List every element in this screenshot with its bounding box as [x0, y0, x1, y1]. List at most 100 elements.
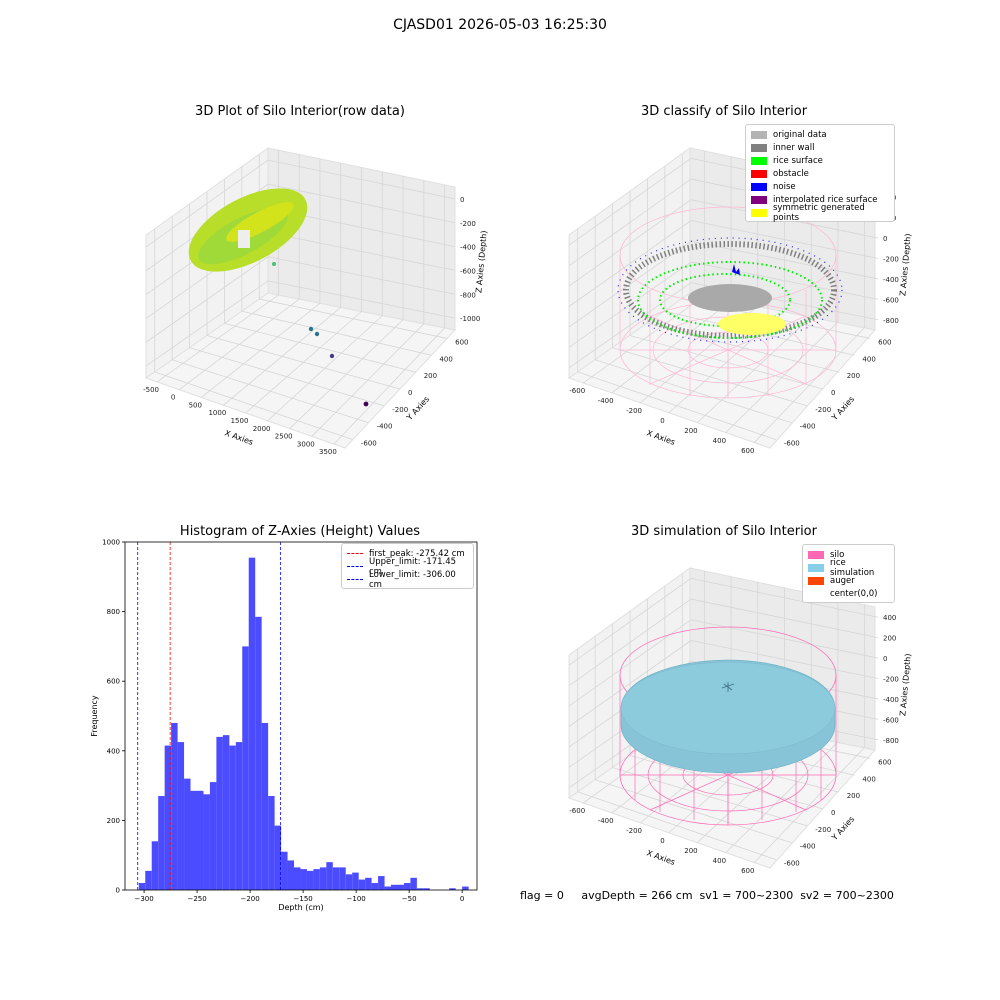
legend-entry: interpolated rice surface — [751, 193, 889, 206]
histogram-bar — [339, 867, 346, 890]
histogram-bar — [319, 867, 327, 890]
histogram-bar — [274, 825, 282, 890]
legend-label: symmetric generated points — [773, 202, 865, 223]
x-tick-label: −200 — [240, 895, 259, 903]
legend-swatch — [751, 169, 767, 178]
histogram-bars — [138, 557, 469, 890]
legend-entry: obstacle — [751, 167, 889, 180]
legend-entry: auger — [808, 574, 889, 587]
inner-wall-points — [623, 241, 837, 339]
histogram-ylabel: Frequency — [90, 695, 99, 737]
x-tick-label: 400 — [713, 437, 726, 445]
histogram-bar — [171, 722, 178, 890]
simulation-xlabel: X Axies — [645, 848, 676, 867]
x-tick-label: 600 — [741, 867, 754, 875]
histogram-bar — [313, 869, 320, 890]
y-tick-label: -400 — [800, 843, 816, 851]
y-tick-label: -400 — [800, 423, 816, 431]
histogram-bar — [352, 872, 359, 890]
histogram-bar — [378, 876, 385, 890]
x-tick-label: -200 — [626, 407, 642, 415]
y-tick-label: -200 — [815, 826, 831, 834]
z-tick-label: -200 — [883, 676, 899, 684]
noise-cluster — [732, 264, 740, 275]
y-tick-label: 1000 — [102, 539, 120, 547]
x-tick-label: 0 — [660, 417, 664, 425]
histogram-legend: first_peak: -275.42 cm Upper_limit: -171.… — [341, 543, 474, 590]
x-tick-label: 400 — [713, 857, 726, 865]
y-tick-label: 0 — [408, 389, 412, 397]
simulation-zlabel: Z Axies (Depth) — [898, 653, 912, 716]
z-tick-label: -600 — [883, 296, 899, 304]
histogram-frame — [124, 541, 478, 891]
histogram-bar — [300, 869, 307, 890]
y-tick-label: -200 — [815, 406, 831, 414]
legend-entry: inner wall — [751, 141, 889, 154]
x-tick-label: -500 — [143, 386, 159, 394]
z-tick-label: 400 — [883, 614, 896, 622]
x-tick-label: 3500 — [319, 448, 337, 456]
legend-swatch — [751, 143, 767, 152]
x-tick-label: −50 — [402, 895, 417, 903]
legend-swatch — [808, 563, 824, 572]
legend-label: interpolated rice surface — [773, 194, 878, 205]
histogram-bar — [145, 870, 152, 890]
symmetric-points — [718, 313, 786, 335]
y-tick-label: 400 — [107, 747, 120, 755]
simulation-legend: silo rice simulation auger center(0,0) — [802, 544, 895, 603]
classify-plot-title: 3D classify of Silo Interior — [640, 104, 808, 119]
x-tick-label: 2500 — [275, 433, 293, 441]
auger — [721, 682, 735, 692]
legend-entry: original data — [751, 128, 889, 141]
x-tick-label: 600 — [741, 447, 754, 455]
y-tick-label: -200 — [392, 406, 408, 414]
classify-legend: original data inner wall rice surface obsta… — [745, 124, 895, 223]
raw-plot-title: 3D Plot of Silo Interior(row data) — [195, 104, 405, 119]
legend-label: rice simulation — [830, 557, 875, 578]
x-tick-label: -400 — [598, 817, 614, 825]
histogram-bar — [177, 742, 185, 890]
legend-swatch — [347, 566, 363, 567]
histogram-reference-lines — [137, 542, 281, 890]
histogram-bar — [255, 616, 262, 890]
legend-entry: rice surface — [751, 154, 889, 167]
x-tick-label: 1000 — [208, 409, 226, 417]
y-tick-label: 0 — [831, 809, 835, 817]
histogram-bar — [261, 722, 269, 890]
y-tick-label: 400 — [439, 355, 452, 363]
legend-entry: center(0,0) — [808, 587, 889, 600]
y-tick-label: -600 — [784, 440, 800, 448]
rice-surface-points-outer — [637, 261, 823, 339]
legend-label: first_peak: -275.42 cm — [369, 548, 465, 559]
x-tick-label: 3000 — [297, 440, 315, 448]
histogram-bar — [184, 778, 191, 890]
histogram-bar — [242, 646, 249, 890]
y-tick-label: 200 — [847, 372, 860, 380]
x-tick-label: −300 — [134, 895, 153, 903]
legend-label: noise — [773, 181, 796, 192]
legend-swatch — [808, 589, 824, 598]
y-tick-label: 600 — [455, 338, 468, 346]
z-tick-label: 0 — [883, 235, 887, 243]
x-tick-label: -400 — [598, 397, 614, 405]
x-tick-label: -600 — [569, 807, 585, 815]
histogram-bar — [235, 742, 243, 890]
histogram-bar — [306, 870, 314, 890]
x-tick-label: −100 — [347, 895, 366, 903]
x-tick-label: 0 — [460, 895, 464, 903]
z-tick-label: -200 — [883, 256, 899, 264]
legend-label: auger — [830, 575, 855, 586]
x-tick-label: 200 — [684, 847, 697, 855]
y-tick-label: 600 — [878, 758, 891, 766]
histogram-title: Histogram of Z-Axies (Height) Values — [179, 524, 421, 539]
y-tick-label: 400 — [862, 355, 875, 363]
y-tick-label: 600 — [107, 678, 120, 686]
histogram-bar — [164, 745, 172, 890]
simulation-plot-title: 3D simulation of Silo Interior — [631, 524, 817, 539]
z-tick-label: 0 — [460, 196, 464, 204]
z-tick-label: -400 — [883, 696, 899, 704]
histogram-bar — [281, 851, 288, 890]
classify-zlabel: Z Axies (Depth) — [898, 233, 912, 296]
histogram-bar — [449, 888, 456, 890]
x-tick-label: 1500 — [231, 417, 249, 425]
